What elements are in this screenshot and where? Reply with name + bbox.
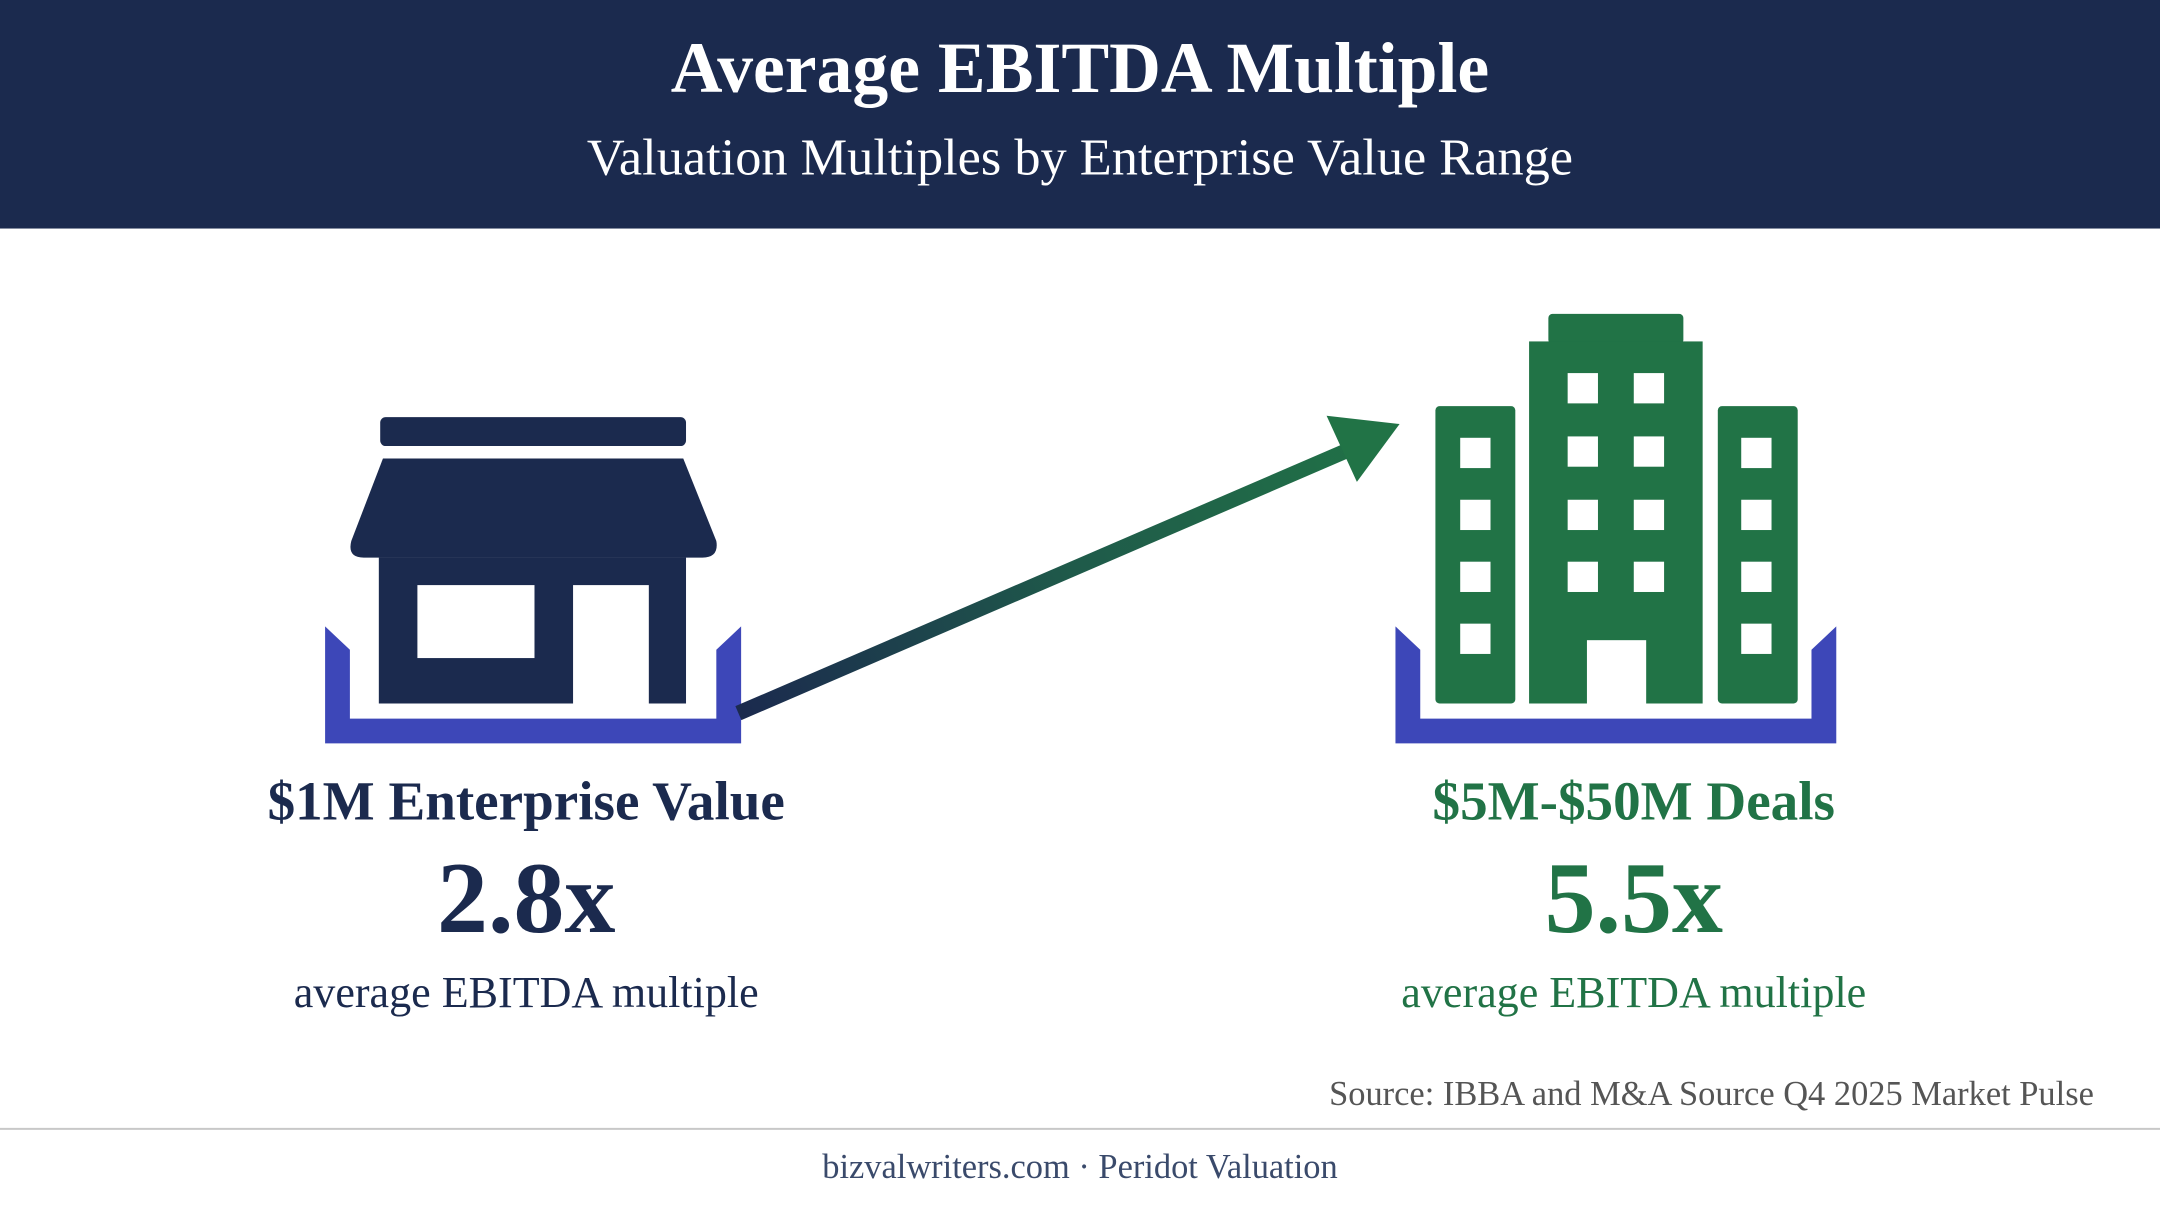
panel-multiple: 2.8x bbox=[437, 842, 615, 955]
panel-label: $5M-$50M Deals bbox=[1433, 770, 1835, 831]
header-band bbox=[0, 0, 2160, 229]
panel-caption: average EBITDA multiple bbox=[1401, 968, 1866, 1017]
store-icon bbox=[325, 417, 742, 744]
growth-arrow bbox=[735, 415, 1400, 721]
title: Average EBITDA Multiple bbox=[671, 29, 1489, 108]
source-note: Source: IBBA and M&A Source Q4 2025 Mark… bbox=[1329, 1075, 2094, 1113]
panel-caption: average EBITDA multiple bbox=[294, 968, 759, 1017]
subtitle: Valuation Multiples by Enterprise Value … bbox=[587, 128, 1573, 186]
panel-label: $1M Enterprise Value bbox=[268, 770, 785, 831]
footer: bizvalwriters.com · Peridot Valuation bbox=[822, 1148, 1338, 1186]
building-icon bbox=[1395, 313, 1837, 744]
panel-multiple: 5.5x bbox=[1545, 842, 1723, 955]
